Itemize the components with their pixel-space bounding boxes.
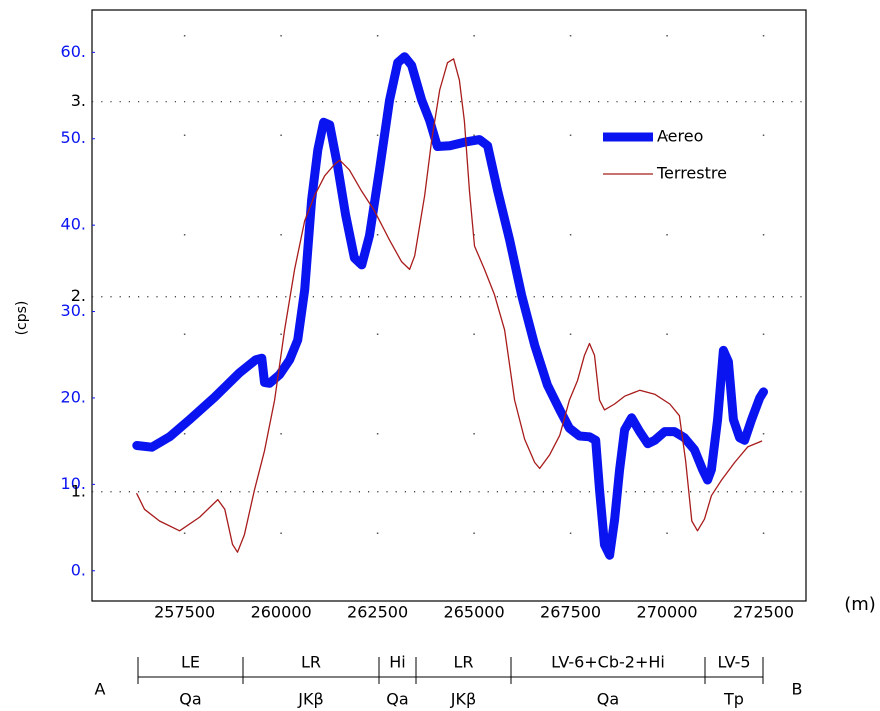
y-tick-label: 60. bbox=[61, 42, 86, 61]
section-unit: LE bbox=[181, 653, 200, 672]
y-axis-label: (cps) bbox=[14, 301, 30, 336]
series-line bbox=[132, 52, 768, 560]
x-tick-label: 260000 bbox=[251, 603, 312, 622]
section-unit: Hi bbox=[389, 653, 405, 672]
plot-frame bbox=[91, 9, 807, 602]
y-tick-label: 0. bbox=[71, 560, 86, 579]
end-label: B bbox=[792, 680, 803, 699]
legend-label: Terrestre bbox=[656, 164, 727, 183]
y-tick-label: 40. bbox=[61, 215, 86, 234]
x-tick-label: 262500 bbox=[347, 603, 408, 622]
x-tick-label: 265000 bbox=[444, 603, 505, 622]
section-rock: Tp bbox=[723, 690, 744, 709]
y-tick-label: 20. bbox=[61, 387, 86, 406]
x-tick-label: 270000 bbox=[637, 603, 698, 622]
section-rock: Qa bbox=[179, 690, 201, 709]
section-unit: LV-6+Cb-2+Hi bbox=[551, 653, 665, 672]
section-rock: JKβ bbox=[297, 690, 323, 709]
section-unit: LR bbox=[453, 653, 473, 672]
x-tick-label: 257500 bbox=[154, 603, 215, 622]
x-tick-label: 272500 bbox=[733, 603, 794, 622]
section-rock: Qa bbox=[597, 690, 619, 709]
x-tick-label: 267500 bbox=[540, 603, 601, 622]
y2-tick-label: 2. bbox=[71, 286, 86, 305]
y-tick-label: 30. bbox=[61, 301, 86, 320]
legend-label: Aereo bbox=[657, 127, 703, 146]
y-tick-label: 10. bbox=[61, 474, 86, 493]
x-axis-label: (m) bbox=[844, 594, 876, 615]
y2-tick-label: 3. bbox=[71, 91, 86, 110]
series-line bbox=[136, 58, 763, 553]
y2-tick-label: 1. bbox=[71, 481, 86, 500]
section-rock: JKβ bbox=[450, 690, 476, 709]
y-tick-label: 50. bbox=[61, 128, 86, 147]
section-rock: Qa bbox=[386, 690, 408, 709]
start-label: A bbox=[95, 680, 106, 699]
section-unit: LR bbox=[301, 653, 321, 672]
section-unit: LV-5 bbox=[717, 653, 750, 672]
